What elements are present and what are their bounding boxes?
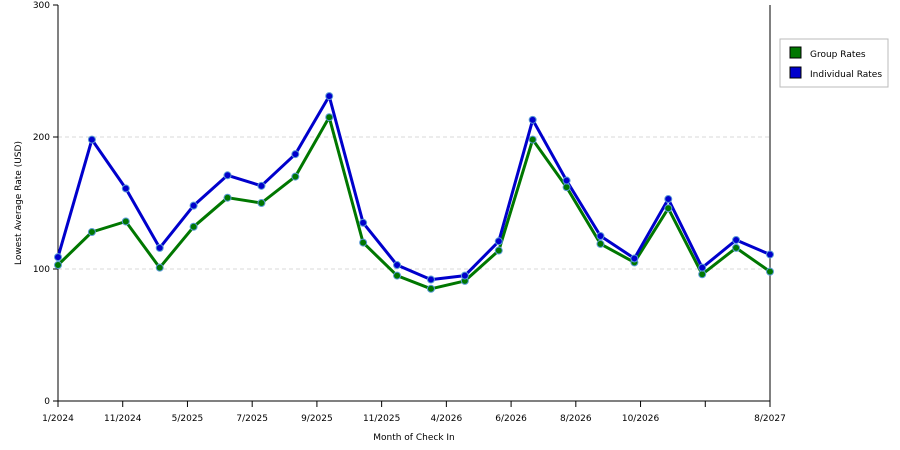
data-point (87, 228, 96, 237)
y-axis-title: Lowest Average Rate (USD) (14, 141, 24, 265)
data-point (596, 232, 605, 240)
series-line-individual-rates (56, 94, 771, 282)
data-point (189, 201, 198, 210)
data-point (325, 92, 334, 101)
data-point (630, 254, 639, 263)
legend-label-group-rates: Group Rates (810, 50, 866, 60)
y-tick-label: 0 (44, 397, 50, 407)
data-point (257, 181, 266, 190)
data-point (291, 172, 300, 181)
data-point (223, 193, 232, 202)
x-tick-label: 11/2024 (104, 414, 142, 424)
data-point (87, 135, 96, 144)
data-point (664, 204, 673, 213)
data-point (325, 113, 334, 122)
data-point (562, 183, 571, 192)
data-point (528, 115, 537, 124)
data-point (121, 217, 130, 226)
data-point (155, 263, 164, 272)
x-tick-label: 10/2026 (622, 414, 660, 424)
x-tick-label: 7/2025 (236, 414, 268, 424)
y-tick-label: 200 (33, 133, 50, 143)
x-tick-label: 5/2025 (172, 414, 204, 424)
data-point (223, 171, 232, 180)
series-lines (56, 94, 771, 291)
y-tick-label: 300 (33, 1, 50, 11)
x-axis-title: Month of Check In (373, 433, 455, 443)
data-point (698, 270, 707, 279)
data-point (732, 243, 741, 252)
x-tick-label: 11/2025 (363, 414, 400, 424)
data-point (54, 253, 62, 262)
legend-swatch-individual-rates (789, 66, 802, 79)
x-tick-label: 8/2027 (754, 414, 786, 424)
data-point (698, 263, 707, 272)
data-point (393, 261, 402, 270)
data-point (257, 199, 266, 207)
data-point (460, 271, 469, 280)
data-point (732, 235, 741, 244)
legend: Group Rates Individual Rates (779, 38, 889, 88)
series-line-group-rates (56, 115, 771, 291)
x-axis-ticks: 1/2024 11/2024 5/2025 7/2025 9/2025 11/2025 4/… (42, 401, 786, 424)
legend-label-individual-rates: Individual Rates (810, 70, 882, 80)
data-point (291, 150, 300, 159)
data-point (664, 195, 673, 204)
data-point (426, 275, 435, 284)
grid-lines (58, 136, 770, 270)
data-point (189, 222, 198, 231)
data-point (155, 243, 164, 252)
series-points (54, 92, 774, 293)
x-tick-label: 6/2026 (495, 414, 527, 424)
data-point (494, 237, 503, 246)
axes (57, 5, 771, 402)
x-tick-label: 8/2026 (560, 414, 592, 424)
data-point (393, 271, 402, 280)
data-point (359, 238, 368, 247)
data-point (766, 250, 774, 259)
data-point (562, 176, 571, 185)
data-point (528, 135, 537, 144)
data-point (359, 218, 368, 227)
legend-swatch-group-rates (789, 46, 802, 59)
data-point (766, 267, 774, 276)
x-tick-label: 1/2024 (42, 414, 74, 424)
x-tick-label: 4/2026 (431, 414, 463, 424)
data-point (121, 184, 130, 193)
y-tick-label: 100 (33, 265, 50, 275)
y-axis-ticks: 0 100 200 300 (33, 1, 58, 407)
data-point (426, 284, 435, 293)
data-point (596, 239, 605, 248)
data-point (494, 246, 503, 255)
data-point (54, 261, 62, 270)
x-tick-label: 9/2025 (301, 414, 333, 424)
